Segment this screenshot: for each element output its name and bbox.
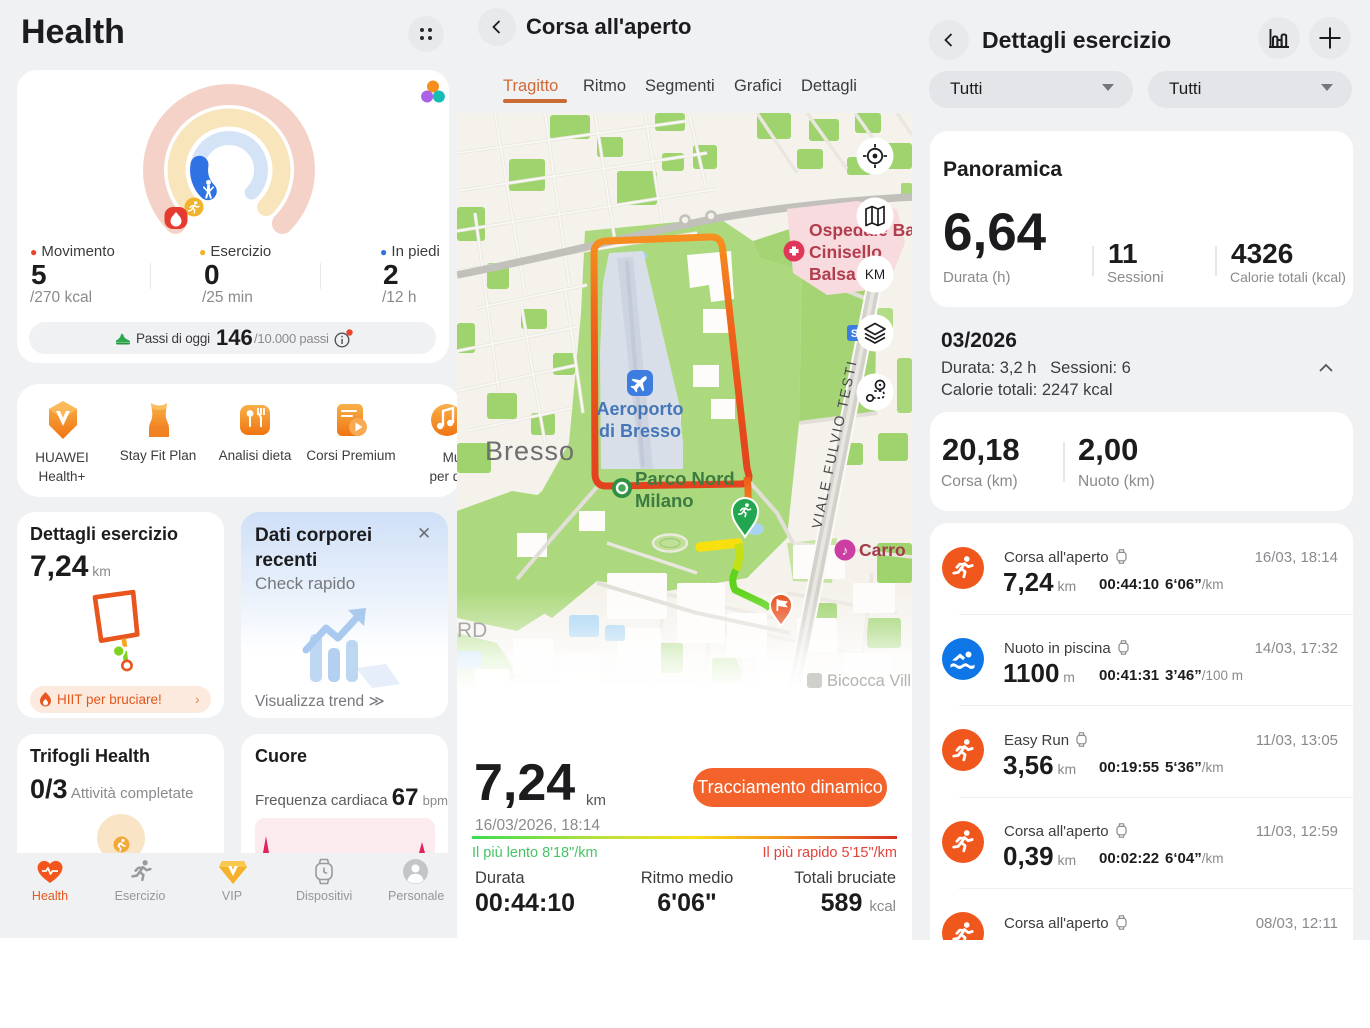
svg-text:KM: KM (865, 267, 885, 282)
svg-text:Bresso: Bresso (485, 436, 575, 466)
svg-text:Balsa: Balsa (809, 264, 856, 284)
svg-text:Bicocca Vill: Bicocca Vill (827, 672, 911, 690)
svg-text:RD: RD (457, 619, 487, 642)
svg-text:Aeroporto: Aeroporto (597, 399, 684, 419)
svg-text:Parco Nord: Parco Nord (635, 468, 735, 489)
svg-text:Milano: Milano (635, 490, 694, 511)
svg-text:Cinisello: Cinisello (809, 242, 882, 262)
svg-text:di Bresso: di Bresso (599, 421, 681, 441)
svg-text:♪: ♪ (842, 543, 849, 558)
svg-text:Carro: Carro (859, 540, 906, 560)
svg-text:S: S (851, 328, 858, 340)
